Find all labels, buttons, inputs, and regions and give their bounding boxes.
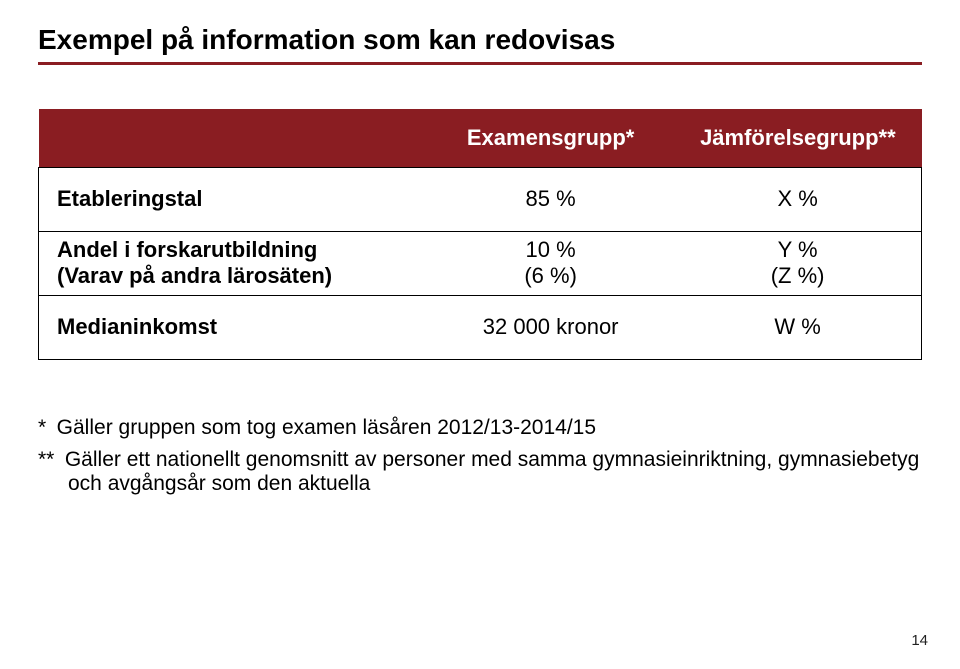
footnote-1: * Gäller gruppen som tog examen läsåren …: [38, 416, 922, 440]
cell-line1: 10 %: [427, 237, 674, 263]
data-table: Examensgrupp* Jämförelsegrupp** Etableri…: [38, 109, 922, 360]
row-label-line2: (Varav på andra lärosäten): [57, 263, 427, 289]
cell-line1: Y %: [674, 237, 921, 263]
page-title: Exempel på information som kan redovisas: [38, 24, 922, 56]
row-label: Medianinkomst: [39, 295, 428, 359]
table-header-row: Examensgrupp* Jämförelsegrupp**: [39, 109, 922, 167]
table-row: Etableringstal 85 % X %: [39, 167, 922, 231]
row-label-multiline: Andel i forskarutbildning (Varav på andr…: [39, 231, 428, 295]
row-label-line1: Andel i forskarutbildning: [57, 237, 427, 263]
cell-line2: (6 %): [427, 263, 674, 289]
col-jamforelsegrupp: Jämförelsegrupp**: [674, 109, 921, 167]
cell: 85 %: [427, 167, 674, 231]
col-examensgrupp: Examensgrupp*: [427, 109, 674, 167]
cell: 32 000 kronor: [427, 295, 674, 359]
cell: X %: [674, 167, 921, 231]
title-rule: Exempel på information som kan redovisas: [38, 24, 922, 65]
cell-multiline: Y % (Z %): [674, 231, 921, 295]
footnote-2: ** Gäller ett nationellt genomsnitt av p…: [38, 448, 922, 496]
cell-multiline: 10 % (6 %): [427, 231, 674, 295]
cell-line2: (Z %): [674, 263, 921, 289]
table-row: Andel i forskarutbildning (Varav på andr…: [39, 231, 922, 295]
col-blank: [39, 109, 428, 167]
footnotes: * Gäller gruppen som tog examen läsåren …: [38, 416, 922, 496]
row-label: Etableringstal: [39, 167, 428, 231]
cell: W %: [674, 295, 921, 359]
page-number: 14: [911, 632, 928, 649]
table-row: Medianinkomst 32 000 kronor W %: [39, 295, 922, 359]
